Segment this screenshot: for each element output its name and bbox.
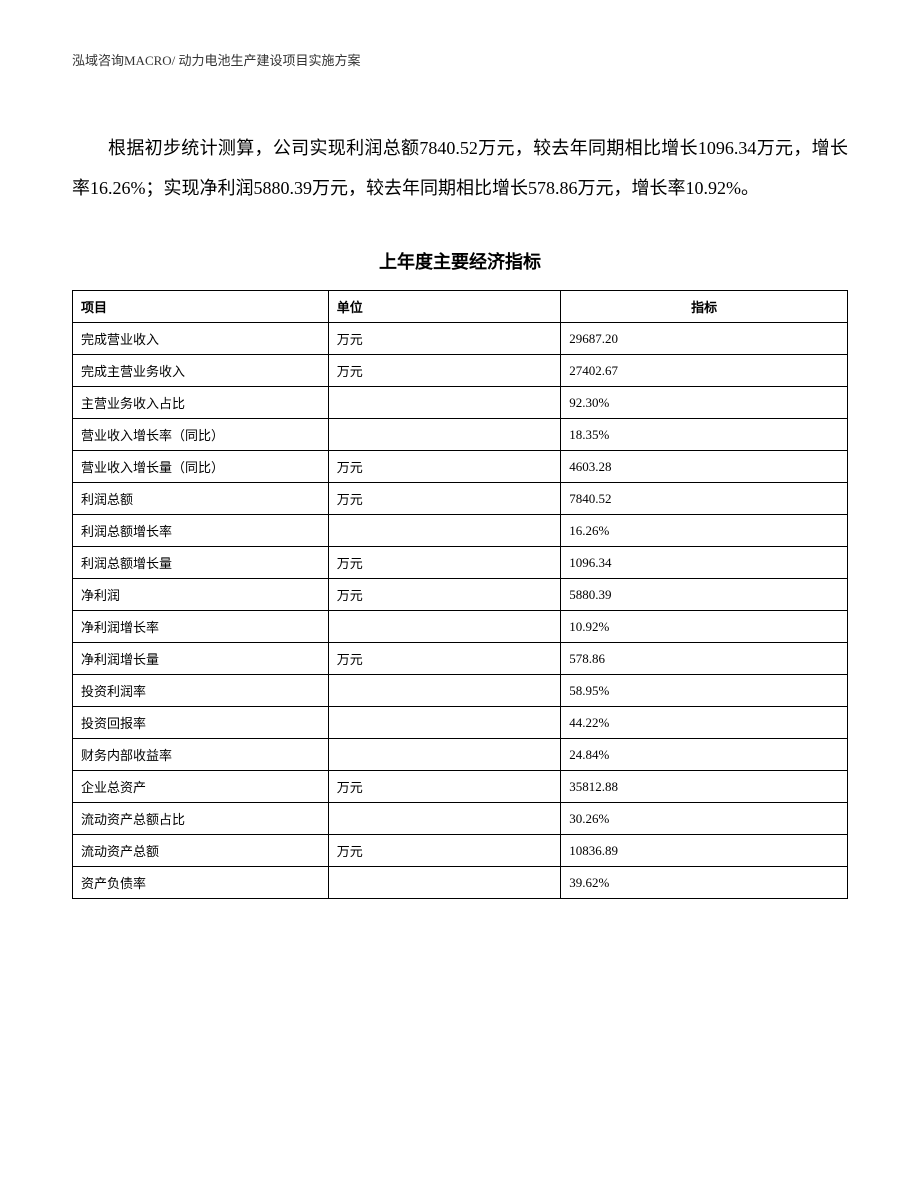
table-row: 流动资产总额 万元 10836.89 <box>73 835 848 867</box>
table-row: 资产负债率 39.62% <box>73 867 848 899</box>
cell-value: 92.30% <box>561 387 848 419</box>
cell-value: 35812.88 <box>561 771 848 803</box>
table-header-row: 项目 单位 指标 <box>73 291 848 323</box>
cell-value: 44.22% <box>561 707 848 739</box>
cell-item: 完成营业收入 <box>73 323 329 355</box>
cell-unit: 万元 <box>328 323 561 355</box>
cell-value: 1096.34 <box>561 547 848 579</box>
table-row: 净利润 万元 5880.39 <box>73 579 848 611</box>
cell-value: 4603.28 <box>561 451 848 483</box>
table-row: 营业收入增长量（同比） 万元 4603.28 <box>73 451 848 483</box>
table-row: 利润总额增长率 16.26% <box>73 515 848 547</box>
cell-unit: 万元 <box>328 547 561 579</box>
cell-value: 16.26% <box>561 515 848 547</box>
cell-item: 营业收入增长量（同比） <box>73 451 329 483</box>
cell-value: 30.26% <box>561 803 848 835</box>
table-row: 完成主营业务收入 万元 27402.67 <box>73 355 848 387</box>
table-body: 完成营业收入 万元 29687.20 完成主营业务收入 万元 27402.67 … <box>73 323 848 899</box>
cell-item: 投资利润率 <box>73 675 329 707</box>
cell-value: 18.35% <box>561 419 848 451</box>
cell-unit <box>328 739 561 771</box>
column-header-unit: 单位 <box>328 291 561 323</box>
cell-value: 10.92% <box>561 611 848 643</box>
cell-item: 主营业务收入占比 <box>73 387 329 419</box>
cell-value: 7840.52 <box>561 483 848 515</box>
cell-item: 净利润增长率 <box>73 611 329 643</box>
cell-unit: 万元 <box>328 643 561 675</box>
cell-value: 27402.67 <box>561 355 848 387</box>
cell-value: 58.95% <box>561 675 848 707</box>
page-header: 泓域咨询MACRO/ 动力电池生产建设项目实施方案 <box>72 50 848 69</box>
cell-item: 利润总额增长量 <box>73 547 329 579</box>
table-row: 净利润增长率 10.92% <box>73 611 848 643</box>
cell-value: 24.84% <box>561 739 848 771</box>
cell-item: 完成主营业务收入 <box>73 355 329 387</box>
table-row: 流动资产总额占比 30.26% <box>73 803 848 835</box>
table-row: 企业总资产 万元 35812.88 <box>73 771 848 803</box>
cell-value: 578.86 <box>561 643 848 675</box>
summary-paragraph: 根据初步统计测算，公司实现利润总额7840.52万元，较去年同期相比增长1096… <box>72 129 848 208</box>
cell-item: 净利润增长量 <box>73 643 329 675</box>
table-row: 利润总额增长量 万元 1096.34 <box>73 547 848 579</box>
cell-item: 利润总额 <box>73 483 329 515</box>
table-title: 上年度主要经济指标 <box>72 248 848 274</box>
column-header-value: 指标 <box>561 291 848 323</box>
cell-item: 企业总资产 <box>73 771 329 803</box>
cell-unit: 万元 <box>328 579 561 611</box>
economic-indicators-table: 项目 单位 指标 完成营业收入 万元 29687.20 完成主营业务收入 万元 … <box>72 290 848 899</box>
cell-unit: 万元 <box>328 451 561 483</box>
cell-unit <box>328 803 561 835</box>
table-row: 利润总额 万元 7840.52 <box>73 483 848 515</box>
cell-item: 流动资产总额 <box>73 835 329 867</box>
cell-unit <box>328 419 561 451</box>
table-row: 营业收入增长率（同比） 18.35% <box>73 419 848 451</box>
table-row: 投资回报率 44.22% <box>73 707 848 739</box>
table-row: 主营业务收入占比 92.30% <box>73 387 848 419</box>
table-row: 完成营业收入 万元 29687.20 <box>73 323 848 355</box>
cell-unit: 万元 <box>328 771 561 803</box>
cell-value: 29687.20 <box>561 323 848 355</box>
cell-item: 财务内部收益率 <box>73 739 329 771</box>
cell-unit <box>328 707 561 739</box>
cell-value: 39.62% <box>561 867 848 899</box>
cell-item: 利润总额增长率 <box>73 515 329 547</box>
cell-value: 5880.39 <box>561 579 848 611</box>
cell-item: 资产负债率 <box>73 867 329 899</box>
cell-unit <box>328 867 561 899</box>
cell-unit: 万元 <box>328 835 561 867</box>
cell-unit: 万元 <box>328 483 561 515</box>
cell-unit <box>328 675 561 707</box>
cell-unit <box>328 515 561 547</box>
cell-unit <box>328 611 561 643</box>
cell-value: 10836.89 <box>561 835 848 867</box>
cell-item: 营业收入增长率（同比） <box>73 419 329 451</box>
cell-unit <box>328 387 561 419</box>
table-row: 净利润增长量 万元 578.86 <box>73 643 848 675</box>
cell-item: 投资回报率 <box>73 707 329 739</box>
column-header-item: 项目 <box>73 291 329 323</box>
table-row: 财务内部收益率 24.84% <box>73 739 848 771</box>
cell-unit: 万元 <box>328 355 561 387</box>
cell-item: 流动资产总额占比 <box>73 803 329 835</box>
table-row: 投资利润率 58.95% <box>73 675 848 707</box>
cell-item: 净利润 <box>73 579 329 611</box>
